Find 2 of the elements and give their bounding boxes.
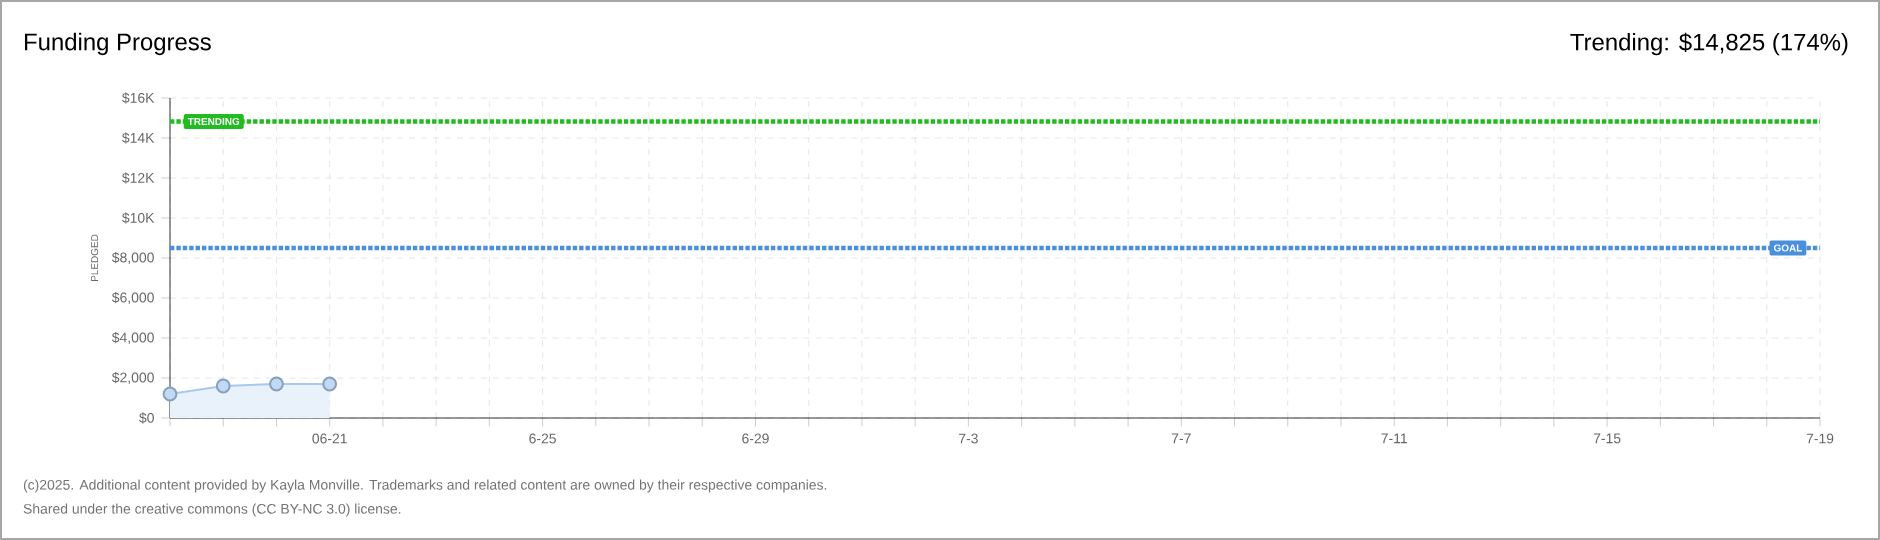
chart-subtitle: Trending: $14,825 (174%) — [1570, 32, 1848, 56]
chart-title: Funding Progress — [25, 32, 211, 56]
